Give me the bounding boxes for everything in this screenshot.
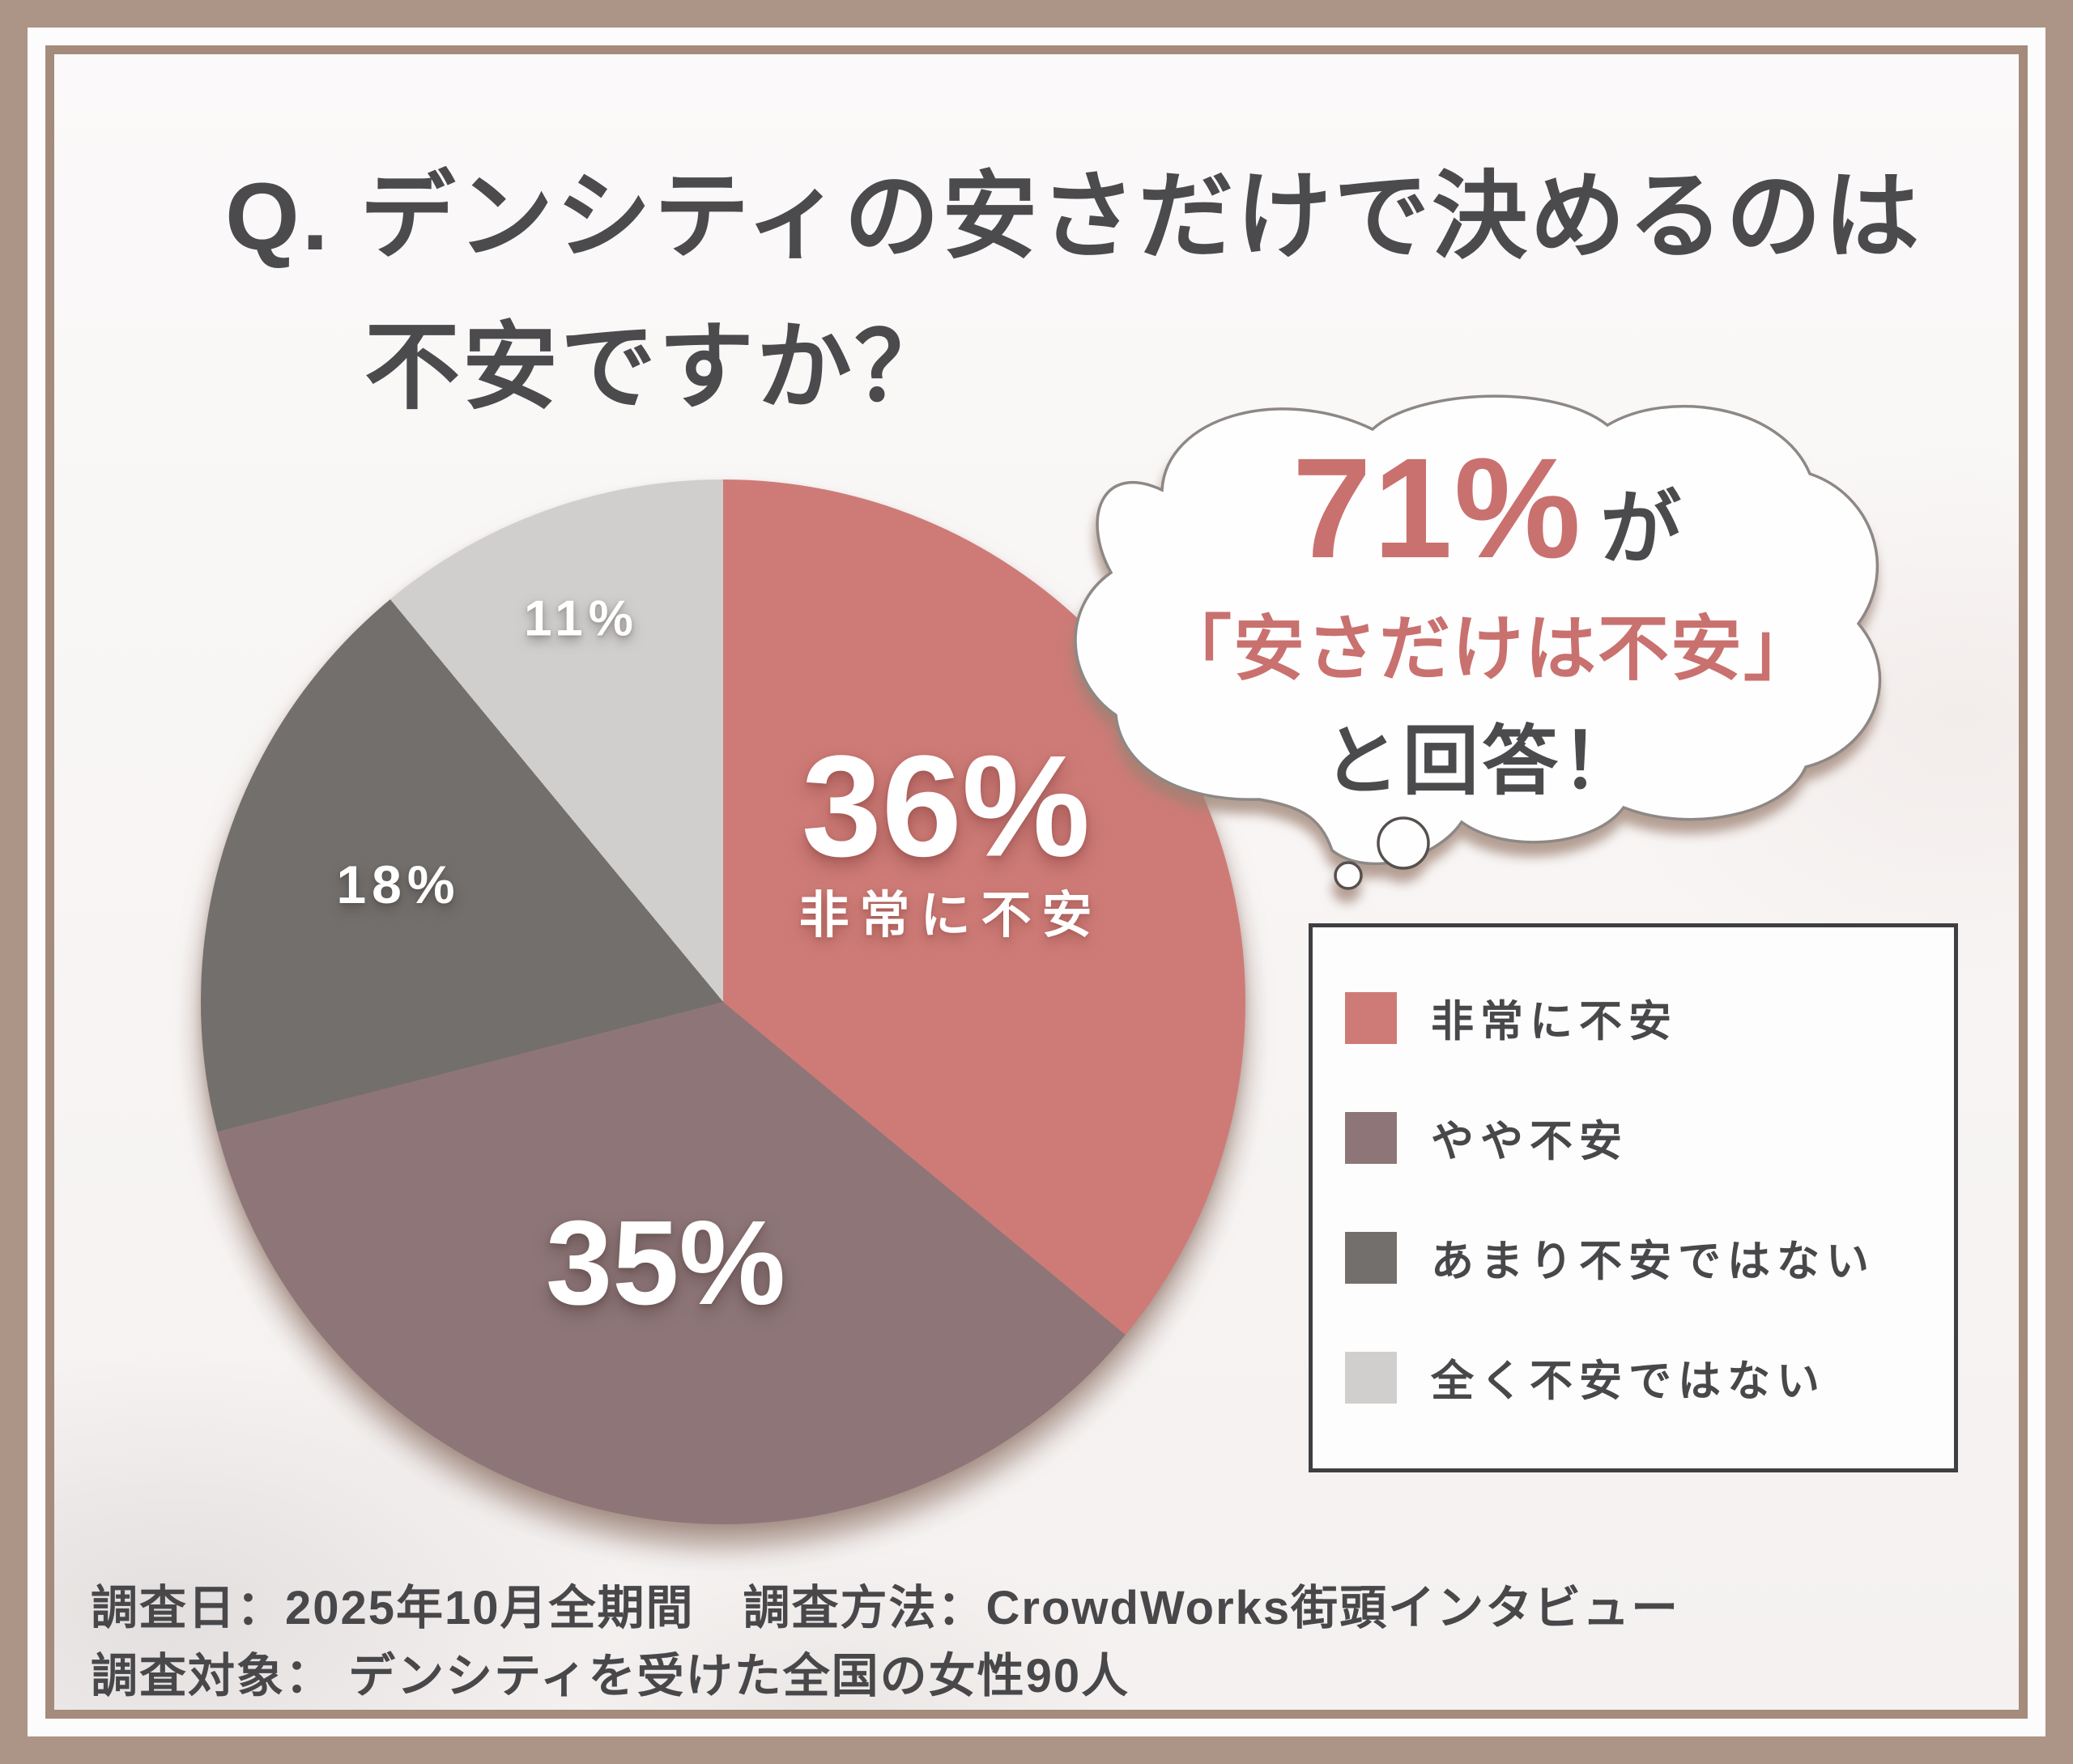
speech-bubble [1074, 394, 1882, 890]
legend: 非常に不安 やや不安 あまり不安ではない 全く不安ではない [1309, 923, 1958, 1472]
pie-chart [201, 479, 1245, 1524]
legend-item: 全く不安ではない [1345, 1347, 1954, 1408]
legend-item-label: 非常に不安 [1431, 998, 1678, 1046]
bubble-trail-circle-small [1334, 861, 1363, 890]
bubble-quote: 「安さだけは不安」 [1160, 608, 1817, 689]
survey-note-line-2: 調査対象： デンシティを受けた全国の女性90人 [91, 1650, 1130, 1702]
bubble-trail-circle-large [1377, 816, 1430, 870]
pie-label-very-anxious: 36% [801, 725, 1091, 887]
survey-notes: 調査日：2025年10月全期間 調査方法：CrowdWorks街頭インタビュー … [91, 1574, 1679, 1711]
title-line-2: 不安ですか？ [364, 314, 953, 422]
legend-item-label: やや不安 [1431, 1118, 1628, 1165]
legend-item: あまり不安ではない [1345, 1227, 1954, 1289]
legend-item-label: あまり不安ではない [1431, 1238, 1875, 1285]
legend-swatch-somewhat-anxious [1345, 1112, 1397, 1164]
bubble-stat-line: 71% が [1292, 427, 1681, 590]
bubble-stat-particle: が [1600, 483, 1682, 574]
bubble-stat-value: 71% [1292, 429, 1583, 588]
survey-note-line-1: 調査日：2025年10月全期間 調査方法：CrowdWorks街頭インタビュー [91, 1582, 1680, 1634]
legend-swatch-very-anxious [1345, 992, 1397, 1044]
pie-label-somewhat-anxious: 35% [545, 1196, 786, 1330]
pie-label-not-very-anxious: 18% [336, 854, 461, 914]
pie-label-not-anxious-at-all: 11% [524, 590, 639, 647]
legend-item-label: 全く不安ではない [1431, 1357, 1826, 1405]
pie-sublabel-very-anxious: 非常に不安 [798, 888, 1103, 944]
bubble-conclusion: と回答！ [1322, 718, 1641, 803]
legend-swatch-not-anxious-at-all [1345, 1352, 1397, 1404]
legend-swatch-not-very-anxious [1345, 1232, 1397, 1284]
legend-item: 非常に不安 [1345, 987, 1954, 1049]
legend-item: やや不安 [1345, 1107, 1954, 1169]
page-title: Q. デンシティの安さだけで決めるのは 不安ですか？ [225, 142, 1922, 443]
bubble-cloud-shape [1074, 394, 1882, 866]
title-line-1: Q. デンシティの安さだけで決めるのは [225, 164, 1922, 271]
